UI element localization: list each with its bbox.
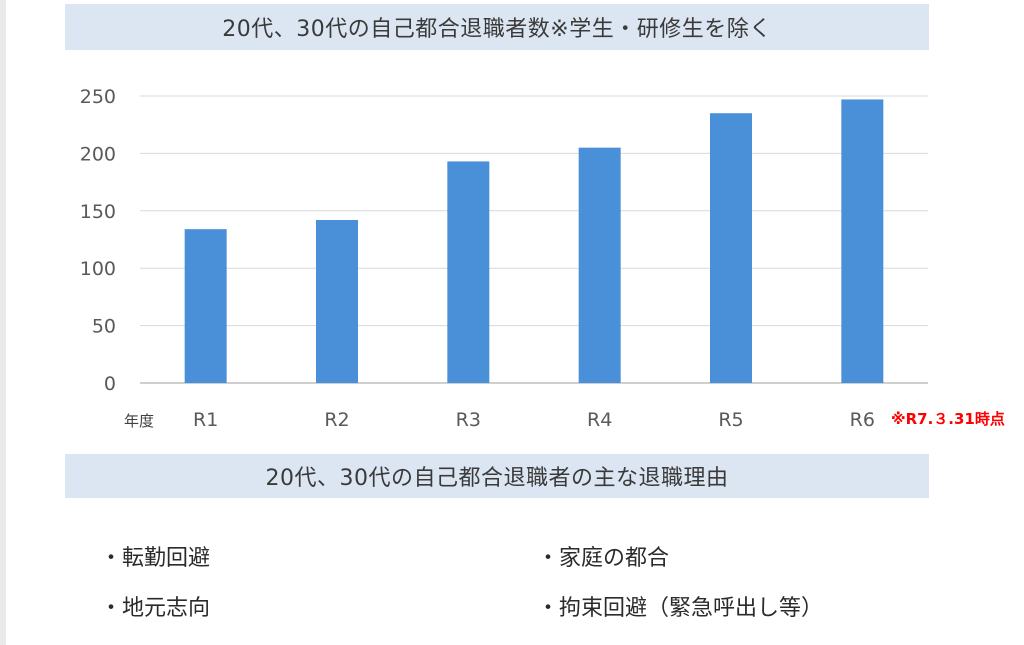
x-axis-label: 年度 (124, 412, 154, 430)
reasons-title-banner: 20代、30代の自己都合退職者の主な退職理由 (65, 454, 929, 498)
left-edge-shadow (0, 0, 6, 645)
gridlines (140, 95, 928, 384)
bar-r3 (447, 161, 490, 383)
x-tick-label: R5 (718, 409, 743, 431)
reason-item: ・拘束回避（緊急呼出し等） (537, 596, 824, 621)
chart-title: 20代、30代の自己都合退職者数※学生・研修生を除く (222, 17, 772, 42)
bar-r5 (710, 113, 752, 383)
x-axis-ticks: R1 R2 R3 R4 R5 R6 (193, 409, 875, 431)
x-tick-label: R3 (456, 409, 481, 431)
bar-r4 (578, 147, 621, 383)
bar-chart: 0 50 100 150 200 250 R1 R2 R3 R4 R5 R6 年度 ※R7.３.31… (80, 86, 1005, 431)
y-tick-label: 250 (80, 86, 116, 108)
y-tick-label: 100 (80, 258, 116, 280)
date-note: ※R7.３.31時点 (891, 410, 1005, 428)
x-tick-label: R6 (850, 409, 875, 431)
bar-r1 (184, 229, 227, 383)
y-tick-label: 50 (92, 316, 116, 338)
x-tick-label: R4 (587, 409, 612, 431)
y-axis-ticks: 0 50 100 150 200 250 (80, 86, 116, 395)
reason-item: ・家庭の都合 (537, 546, 670, 571)
y-tick-label: 150 (80, 201, 116, 223)
reasons-title: 20代、30代の自己都合退職者の主な退職理由 (265, 466, 729, 491)
reason-item: ・転勤回避 (100, 546, 211, 571)
y-tick-label: 0 (104, 373, 116, 395)
x-tick-label: R2 (324, 409, 349, 431)
bar-r2 (316, 219, 358, 383)
chart-title-banner: 20代、30代の自己都合退職者数※学生・研修生を除く (65, 4, 929, 50)
bars (184, 99, 884, 383)
x-tick-label: R1 (193, 409, 218, 431)
reason-item: ・地元志向 (100, 596, 211, 621)
bar-r6 (841, 99, 884, 383)
y-tick-label: 200 (80, 143, 116, 165)
